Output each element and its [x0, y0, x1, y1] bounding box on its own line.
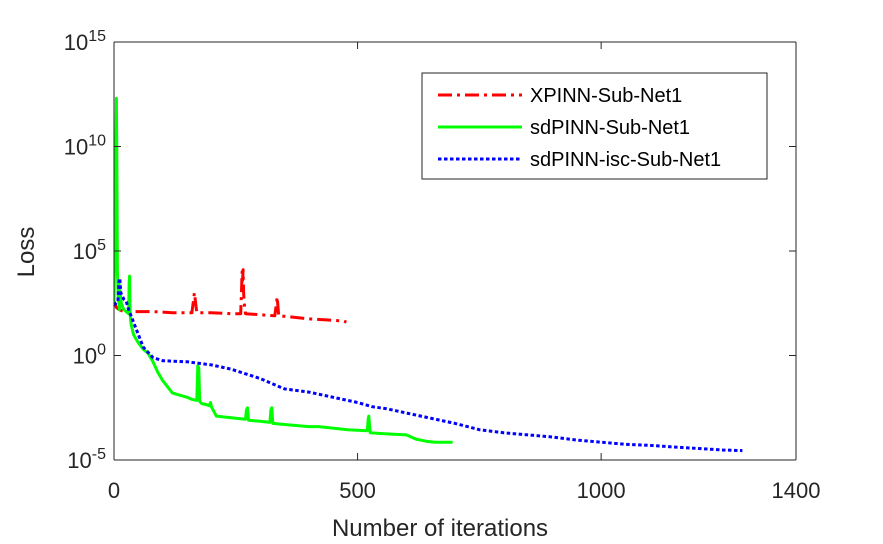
y-tick-label: 1010	[64, 133, 106, 160]
legend-label-2: sdPINN-Sub-Net1	[530, 117, 690, 139]
y-tick-label: 1015	[64, 28, 106, 55]
series-line-1	[114, 268, 347, 324]
x-tick-label: 500	[339, 478, 376, 503]
x-tick-label: 0	[108, 478, 120, 503]
series-line-2	[114, 96, 453, 444]
legend-label-3: sdPINN-isc-Sub-Net1	[530, 149, 721, 171]
legend: XPINN-Sub-Net1 sdPINN-Sub-Net1 sdPINN-isc-…	[421, 72, 768, 180]
x-tick-label: 1400	[772, 478, 821, 503]
series-line-3	[114, 276, 743, 453]
y-tick-label: 10-5	[67, 446, 106, 473]
ticks-layer: 0 500 1000 1400 10-5 100 105 1010 1015	[64, 28, 821, 503]
x-tick-label: 1000	[577, 478, 626, 503]
series-layer	[114, 96, 743, 453]
y-tick-label: 105	[73, 237, 106, 264]
y-tick-label: 100	[73, 342, 106, 369]
legend-label-1: XPINN-Sub-Net1	[530, 85, 682, 107]
y-axis-label: Loss	[13, 227, 40, 278]
x-axis-label: Number of iterations	[332, 515, 548, 542]
